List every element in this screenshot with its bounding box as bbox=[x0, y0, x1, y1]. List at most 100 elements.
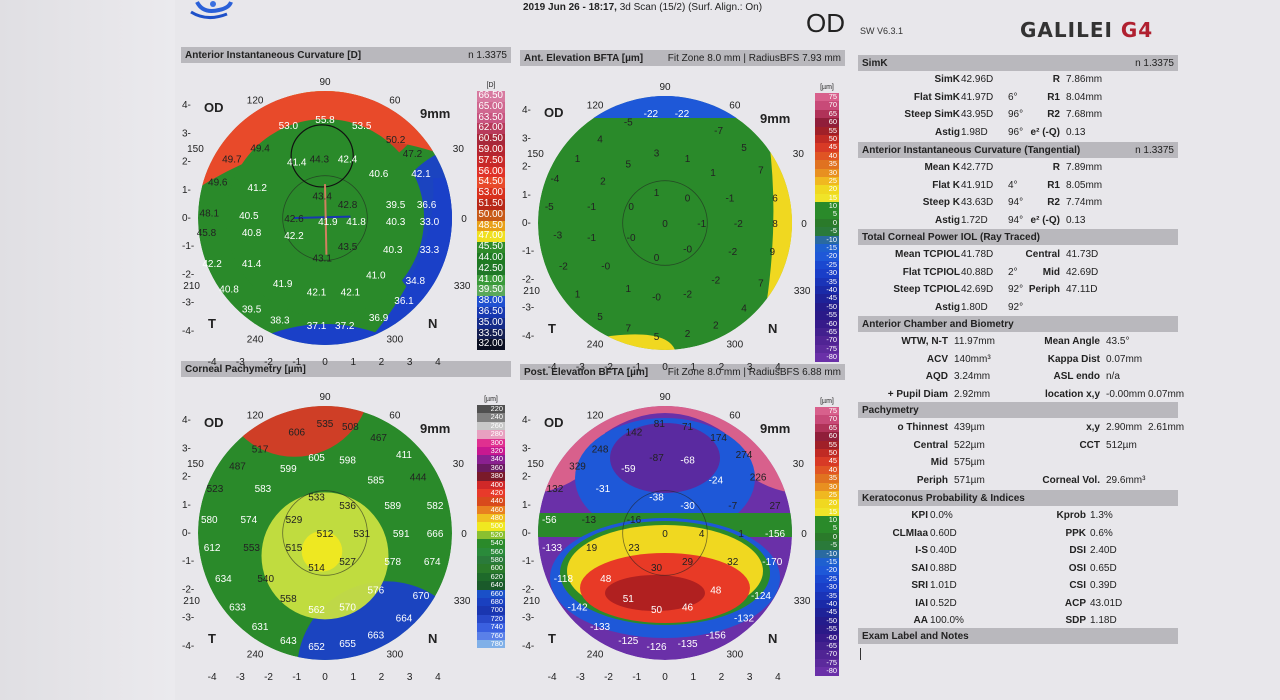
section-pachymetry: Pachymetry bbox=[858, 402, 1178, 418]
scale-step: 57.50 bbox=[477, 154, 505, 167]
scale-step: 25 bbox=[815, 490, 839, 500]
map-value: 36.6 bbox=[417, 200, 437, 211]
map-value: 2 bbox=[713, 321, 719, 332]
map-anterior-elevation[interactable]: -22 -22 -5 -7 4 5 1 5 3 1 1 7 -4 2 1 0 -1 6 -5 -1 0 0 -1 -2 8 -3-… bbox=[520, 75, 810, 375]
y-tick-label: -4- bbox=[522, 641, 534, 652]
color-scale-pachymetry: [µm] 220 240 260 280 300 320 340 360 380 400 420 440… bbox=[477, 396, 505, 649]
scale-step: 15 bbox=[815, 193, 839, 203]
scale-step: 30 bbox=[815, 168, 839, 177]
index-label-2: CSI bbox=[1069, 580, 1086, 591]
row-axis: 2° bbox=[1008, 266, 1018, 278]
map-value: 41.0 bbox=[366, 270, 386, 281]
map-value: 514 bbox=[308, 563, 325, 574]
scale-step: 70 bbox=[815, 100, 839, 110]
index-value-2: 2.40D bbox=[1090, 545, 1117, 556]
x-tick-label: 4 bbox=[775, 672, 781, 683]
scale-step: -60 bbox=[815, 633, 839, 642]
map-value: 4 bbox=[741, 304, 747, 315]
row-value-2: n/a bbox=[1106, 371, 1120, 382]
map-value: -1 bbox=[587, 202, 596, 213]
map-value: 1 bbox=[575, 154, 581, 165]
scale-step: 53.00 bbox=[477, 187, 505, 199]
map-value: 643 bbox=[280, 636, 297, 647]
table-row: Flat TCPIOL 40.88D 2° Mid 42.69D bbox=[858, 264, 1178, 282]
index-label: AA bbox=[913, 615, 928, 626]
scale-step: 47.00 bbox=[477, 230, 505, 243]
row-value-2: -0.00mm bbox=[1106, 388, 1146, 400]
row-axis: 4° bbox=[1008, 179, 1018, 191]
map-value: -156 bbox=[765, 529, 785, 540]
x-tick-label: 0 bbox=[322, 672, 328, 683]
row-value-2: 42.69D bbox=[1066, 266, 1099, 278]
index-label-2: OSI bbox=[1068, 562, 1086, 574]
scale-step: -20 bbox=[815, 566, 839, 575]
map-value: 40.3 bbox=[383, 245, 403, 256]
row-value-2: 8.04mm bbox=[1066, 91, 1103, 103]
brand-name: GALILEI bbox=[1020, 18, 1121, 42]
row-label: Mean K bbox=[924, 162, 960, 173]
angle-label: 120 bbox=[587, 101, 604, 112]
map-value: 42.1 bbox=[341, 287, 361, 298]
section-title: Exam Label and Notes bbox=[862, 630, 969, 642]
scale-step: 260 bbox=[477, 421, 505, 431]
map-value: 33.3 bbox=[420, 245, 440, 256]
map-value: 605 bbox=[308, 453, 325, 464]
scale-step: -20 bbox=[815, 252, 839, 261]
row-value-2: 47.11D bbox=[1066, 284, 1098, 295]
map-value: 43.5 bbox=[338, 242, 358, 253]
row-label-2: location x,y bbox=[1044, 388, 1100, 400]
index-value-2: 1.18D bbox=[1090, 615, 1117, 626]
angle-label: 300 bbox=[387, 649, 404, 660]
map-title: Post. Elevation BFTA [µm] bbox=[524, 366, 649, 378]
index-value-2: 0.39D bbox=[1090, 580, 1117, 591]
map-value: -1 bbox=[697, 219, 706, 230]
map-anterior-curvature[interactable]: 55.8 53.0 53.5 49.4 50.2 44.3 42.4 41.4 47.2 49.7… bbox=[180, 70, 470, 370]
scale-step: 0 bbox=[815, 218, 839, 228]
nasal-label: N bbox=[768, 321, 777, 336]
angle-label: 120 bbox=[247, 96, 264, 107]
scale-step: 51.50 bbox=[477, 197, 505, 210]
brand-logo: GALILEI G4 bbox=[1020, 18, 1153, 42]
pachymetry-table: o Thinnest 439µm x,y 2.90mm 2.61mm Central 522… bbox=[858, 419, 1184, 489]
angle-label: 150 bbox=[187, 459, 204, 470]
scale-step: -45 bbox=[815, 607, 839, 617]
map-value: 41.4 bbox=[242, 259, 262, 270]
map-value: 30 bbox=[651, 563, 663, 574]
angle-label: 300 bbox=[727, 649, 744, 660]
map-value: 663 bbox=[367, 631, 384, 642]
notes-input-cursor[interactable] bbox=[860, 648, 861, 660]
map-region bbox=[301, 530, 343, 572]
row-label: Mean TCPIOL bbox=[894, 249, 960, 260]
y-tick-label: 0- bbox=[522, 218, 531, 229]
map-posterior-elevation[interactable]: 81 71 142 174 248 274 -87 -68 329 -59 -24 226 132 -31… bbox=[520, 385, 810, 685]
map-value: -5 bbox=[545, 202, 554, 213]
scale-step: 10 bbox=[815, 201, 839, 211]
map-value: 553 bbox=[243, 543, 260, 554]
map-title-bar-1: Ant. Elevation BFTA [µm] Fit Zone 8.0 mm … bbox=[520, 50, 845, 66]
angle-label: 30 bbox=[453, 144, 465, 155]
table-row: SimK 42.96D R 7.86mm bbox=[858, 71, 1178, 89]
row-value-2: 0.07mm bbox=[1106, 353, 1143, 365]
row-label: o Thinnest bbox=[897, 422, 948, 433]
table-row: I-S 0.40D DSI 2.40D bbox=[858, 542, 1178, 560]
zone-label: 9mm bbox=[760, 111, 790, 126]
map-region bbox=[610, 423, 720, 493]
logo-icon bbox=[190, 0, 233, 19]
map-value: 6 bbox=[772, 194, 778, 205]
map-value: -30 bbox=[680, 501, 695, 512]
row-label-2: R1 bbox=[1047, 91, 1060, 103]
map-value: -118 bbox=[554, 574, 574, 585]
x-tick-label: 4 bbox=[435, 357, 441, 368]
scale-step: 62.00 bbox=[477, 122, 505, 135]
scale-step: 680 bbox=[477, 597, 505, 607]
table-row: SAI 0.88D OSI 0.65D bbox=[858, 560, 1178, 578]
map-region bbox=[605, 575, 705, 611]
x-tick-label: 2 bbox=[719, 362, 725, 373]
color-scale-curvature: [D] 66.50 65.00 63.50 62.00 60.50 59.00 57.50 56… bbox=[477, 82, 505, 351]
map-value: 50 bbox=[651, 605, 663, 616]
map-pachymetry[interactable]: 535 508 606 467 517 411 605 598 487 599 585 444 523 5… bbox=[180, 385, 470, 685]
map-value: 529 bbox=[286, 515, 303, 526]
scale-step: -25 bbox=[815, 574, 839, 584]
row-value: 43.63D bbox=[961, 197, 994, 208]
flat-axis bbox=[293, 215, 351, 219]
